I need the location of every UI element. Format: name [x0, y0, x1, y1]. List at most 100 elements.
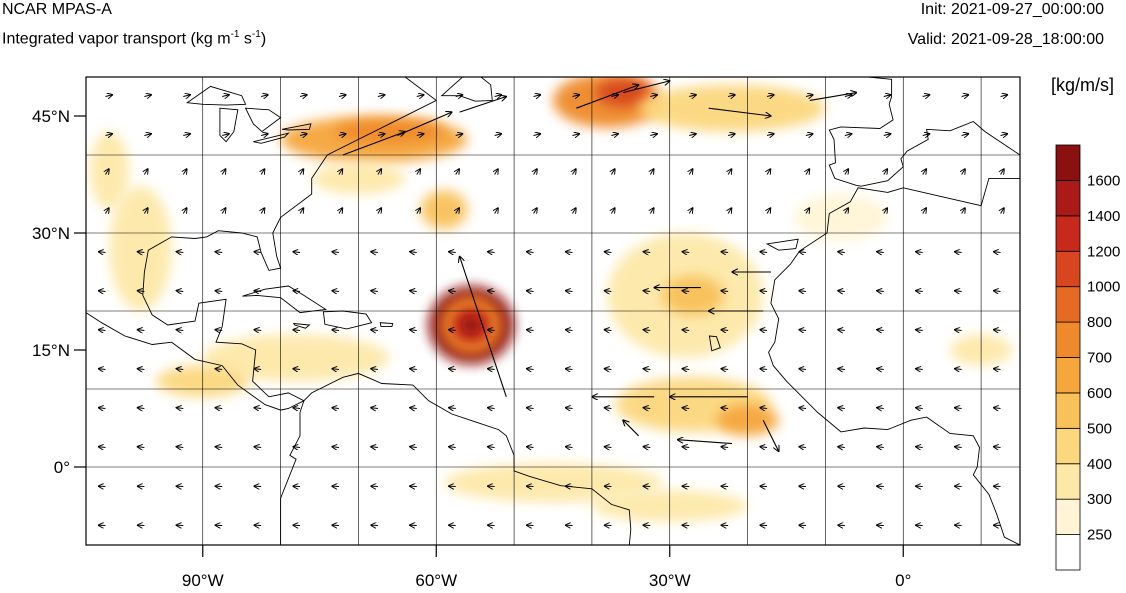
colorbar: 250 300 400 500 600 700 800 1000 1200 1400 1600	[1055, 144, 1120, 571]
vector-arrow	[962, 208, 966, 214]
vector-arrow	[299, 95, 307, 97]
ivt-vectors	[98, 81, 1007, 526]
vector-arrow	[767, 169, 771, 175]
vector-arrow	[728, 134, 735, 136]
axis-ticks: 90°W 60°W 30°W 0° 45°N 30°N 15°N 0°	[32, 107, 911, 590]
vector-arrow	[682, 408, 690, 409]
vector-arrow	[643, 447, 651, 448]
colorbar-segment	[1055, 427, 1081, 465]
vector-arrow	[527, 291, 534, 292]
vector-arrow	[799, 330, 807, 331]
vector-arrow	[534, 208, 538, 214]
vector-arrow	[650, 95, 657, 97]
vector-arrow	[183, 95, 190, 97]
vector-arrow	[417, 208, 421, 214]
vector-arrow	[456, 208, 460, 214]
vector-arrow	[183, 134, 190, 136]
colorbar-segment	[1055, 498, 1081, 535]
vector-arrow	[604, 252, 612, 253]
vector-arrow	[838, 291, 845, 292]
vector-arrow	[961, 95, 969, 97]
vector-arrow	[760, 369, 768, 370]
vector-arrow	[332, 447, 340, 448]
vector-arrow	[98, 252, 106, 253]
model-title: NCAR MPAS-A	[2, 1, 112, 18]
vector-arrow	[689, 95, 696, 97]
vector-arrow	[222, 208, 226, 214]
vector-arrow	[488, 330, 495, 331]
vector-arrow	[760, 408, 768, 409]
coastline-africa	[768, 177, 1020, 545]
vector-arrow	[565, 291, 573, 292]
vector-arrow	[565, 447, 573, 448]
vector-arrow	[838, 369, 845, 370]
colorbar-level-label: 1600	[1087, 172, 1120, 189]
vector-arrow	[728, 208, 732, 214]
vector-arrow-strong	[708, 107, 771, 116]
colorbar-level-label: 600	[1087, 385, 1112, 402]
vector-arrow	[215, 252, 223, 253]
vector-arrow	[137, 369, 145, 370]
vector-arrow	[215, 447, 223, 448]
vector-arrow-strong	[460, 256, 507, 397]
vector-arrow	[1001, 169, 1005, 175]
vector-arrow	[604, 330, 612, 331]
vector-arrow	[495, 169, 499, 175]
vector-arrow-strong	[397, 112, 451, 137]
vector-arrow	[604, 369, 612, 370]
vector-arrow	[643, 330, 651, 331]
vector-arrow	[254, 252, 262, 253]
vector-arrow	[176, 291, 184, 292]
vector-arrow	[338, 95, 346, 97]
vector-arrow	[877, 291, 884, 292]
vector-arrow	[527, 252, 534, 253]
vector-arrow	[721, 369, 729, 370]
lat-tick-label: 30°N	[32, 224, 70, 243]
vector-arrow	[449, 369, 456, 370]
vector-arrow	[261, 208, 265, 214]
vector-arrow	[650, 208, 654, 214]
vector-arrow	[838, 408, 845, 409]
vector-arrow	[332, 291, 340, 292]
lake-erie	[253, 132, 290, 144]
vector-arrow	[883, 134, 891, 136]
vector-arrow	[805, 95, 813, 97]
vector-arrow	[955, 291, 962, 292]
vector-arrow	[604, 291, 612, 292]
vector-arrow	[410, 408, 417, 409]
vector-arrow	[449, 408, 456, 409]
lake-huron	[244, 107, 282, 133]
vector-arrow	[611, 169, 615, 175]
vector-arrow	[955, 369, 962, 370]
vector-arrow	[760, 291, 768, 292]
vector-arrow	[98, 291, 106, 292]
vector-arrow	[877, 408, 884, 409]
vector-arrow	[845, 208, 849, 214]
colorbar-segment	[1055, 321, 1081, 358]
vector-arrow	[144, 208, 148, 214]
vector-arrow	[838, 447, 845, 448]
vector-arrow	[176, 408, 184, 409]
vector-arrow	[215, 291, 223, 292]
variable-title-exp2: -1	[251, 29, 261, 40]
vector-arrow	[806, 169, 810, 175]
vector-arrow	[222, 134, 229, 136]
vector-arrow	[332, 369, 340, 370]
variable-title-mid: s	[239, 30, 252, 48]
vector-arrow	[883, 95, 891, 97]
ivt-region-caribbean-band	[202, 334, 390, 382]
vector-arrow	[339, 208, 343, 214]
vector-arrow	[254, 330, 262, 331]
colorbar-segment	[1055, 215, 1081, 252]
colorbar-level-label: 800	[1087, 314, 1112, 331]
vector-arrow	[137, 408, 145, 409]
coastline-canary	[765, 238, 799, 251]
coastline-europe	[828, 77, 1020, 187]
vector-arrow	[962, 169, 966, 175]
colorbar-level-label: 700	[1087, 350, 1112, 367]
vector-arrow	[721, 408, 729, 409]
colorbar-segment	[1055, 392, 1081, 429]
colorbar-segment	[1055, 286, 1081, 323]
vector-arrow	[766, 95, 774, 97]
